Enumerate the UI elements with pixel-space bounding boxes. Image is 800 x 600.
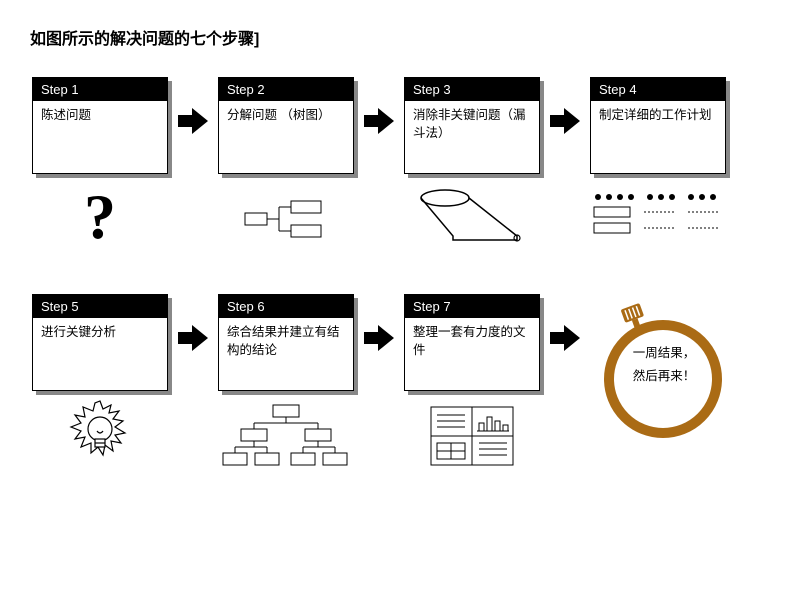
row-2: Step 5 进行关键分析 Step 6 <box>30 294 770 475</box>
step-text: 消除非关键问题（漏斗法） <box>405 101 539 173</box>
report-icon <box>404 397 540 475</box>
step-text: 制定详细的工作计划 <box>591 101 725 173</box>
funnel-icon <box>404 180 540 258</box>
step-label: Step 7 <box>405 295 539 318</box>
step-card: Step 5 进行关键分析 <box>32 294 168 391</box>
step-6: Step 6 综合结果并建立有结构的结论 <box>216 294 356 475</box>
step-label: Step 2 <box>219 78 353 101</box>
step-card: Step 4 制定详细的工作计划 <box>590 77 726 174</box>
tree-large-icon <box>218 397 354 475</box>
step-label: Step 5 <box>33 295 167 318</box>
arrow-icon <box>364 294 394 382</box>
step-text: 整理一套有力度的文件 <box>405 318 539 390</box>
step-text: 陈述问题 <box>33 101 167 173</box>
step-7: Step 7 整理一套有力度的文件 <box>402 294 542 475</box>
diagram: Step 1 陈述问题 ? Step 2 分解问题 （树图） <box>30 77 770 475</box>
step-1: Step 1 陈述问题 ? <box>30 77 170 258</box>
page-title: 如图所示的解决问题的七个步骤] <box>30 25 770 49</box>
step-5: Step 5 进行关键分析 <box>30 294 170 475</box>
step-text: 进行关键分析 <box>33 318 167 390</box>
plan-icon <box>590 180 726 258</box>
step-card: Step 7 整理一套有力度的文件 <box>404 294 540 391</box>
step-3: Step 3 消除非关键问题（漏斗法） <box>402 77 542 258</box>
step-label: Step 6 <box>219 295 353 318</box>
bulb-icon <box>32 397 168 475</box>
final-text: 一周结果， 然后再来！ <box>614 342 714 387</box>
tree-small-icon <box>218 180 354 258</box>
question-icon: ? <box>32 180 168 258</box>
step-card: Step 1 陈述问题 <box>32 77 168 174</box>
final-line2: 然后再来！ <box>614 365 714 388</box>
step-card: Step 6 综合结果并建立有结构的结论 <box>218 294 354 391</box>
arrow-icon <box>178 294 208 382</box>
final-line1: 一周结果， <box>614 342 714 365</box>
row-1: Step 1 陈述问题 ? Step 2 分解问题 （树图） <box>30 77 770 258</box>
step-4: Step 4 制定详细的工作计划 <box>588 77 728 258</box>
arrow-icon <box>550 77 580 165</box>
arrow-icon <box>178 77 208 165</box>
svg-text:?: ? <box>84 186 116 252</box>
step-card: Step 2 分解问题 （树图） <box>218 77 354 174</box>
step-label: Step 3 <box>405 78 539 101</box>
step-label: Step 1 <box>33 78 167 101</box>
final-stopwatch: 一周结果， 然后再来！ <box>588 294 738 444</box>
arrow-icon <box>550 294 580 382</box>
step-text: 综合结果并建立有结构的结论 <box>219 318 353 390</box>
step-2: Step 2 分解问题 （树图） <box>216 77 356 258</box>
arrow-icon <box>364 77 394 165</box>
step-text: 分解问题 （树图） <box>219 101 353 173</box>
step-label: Step 4 <box>591 78 725 101</box>
step-card: Step 3 消除非关键问题（漏斗法） <box>404 77 540 174</box>
